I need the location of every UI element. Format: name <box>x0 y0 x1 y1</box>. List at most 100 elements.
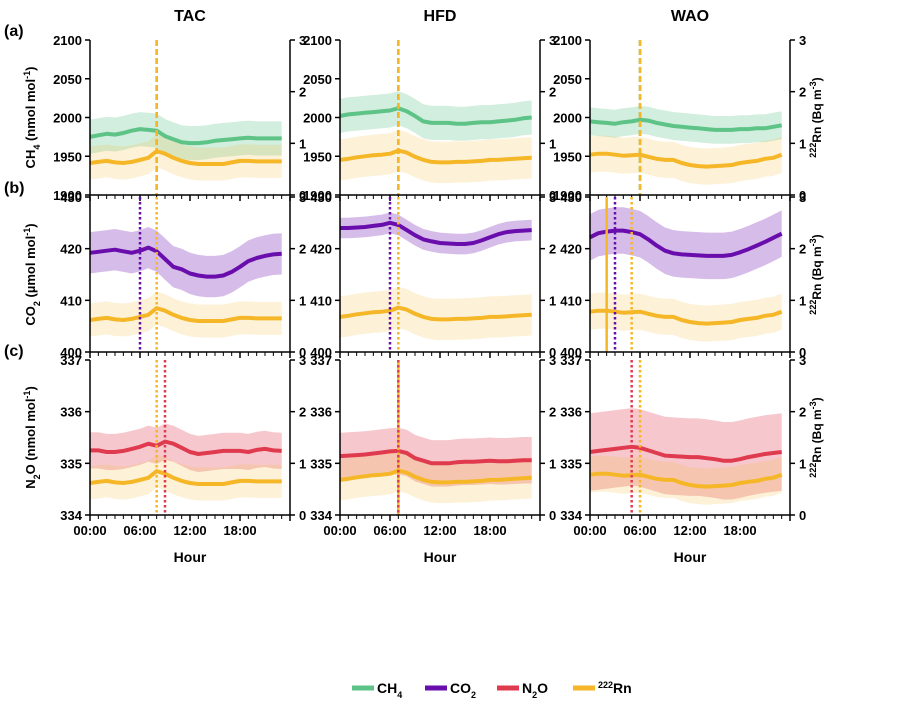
right-tick-label: 1 <box>299 293 306 308</box>
right-tick-label: 2 <box>299 405 306 420</box>
line-rn <box>339 148 532 165</box>
right-tick-label: 2 <box>799 85 806 100</box>
right-tick-label: 1 <box>299 456 306 471</box>
right-tick-label: 1 <box>799 136 806 151</box>
x-tick-label: 12:00 <box>673 523 706 538</box>
band-rn <box>590 455 782 505</box>
x-tick-label: 00:00 <box>323 523 356 538</box>
x-tick-label: 12:00 <box>173 523 206 538</box>
right-tick-label: 0 <box>299 508 306 523</box>
left-tick-label: 334 <box>310 508 332 523</box>
x-tick-label: 06:00 <box>623 523 656 538</box>
right-tick-label: 3 <box>299 33 306 48</box>
legend-label-rn: 222Rn <box>598 680 632 696</box>
line-rn <box>89 149 282 166</box>
y-axis-title-b: CO2 (µmol mol-1) <box>22 223 42 325</box>
line-n2o <box>339 448 532 466</box>
line-ch4 <box>339 106 532 126</box>
left-tick-label: 400 <box>60 345 82 360</box>
right-tick-label: 2 <box>549 85 556 100</box>
left-tick-label: 2050 <box>553 72 582 87</box>
x-tick-label: 18:00 <box>473 523 506 538</box>
x-tick-label: 18:00 <box>223 523 256 538</box>
panel-c-hfd: 334 335 336 337 0 1 2 3 00:00 06:00 12:00 18:00 Hour <box>310 353 556 565</box>
right-tick-label: 0 <box>799 188 806 203</box>
band-rn <box>90 134 282 181</box>
panel-b-tac: 400 410 420 430 0 1 2 3 <box>60 190 306 360</box>
x-axis-title: Hour <box>674 549 707 565</box>
left-tick-label: 400 <box>560 345 582 360</box>
right-tick-label: 1 <box>549 456 556 471</box>
band-rn <box>340 449 532 504</box>
panel-a-tac: 1900 1950 2000 2050 2100 0 1 2 3 <box>53 33 306 203</box>
band-rn <box>340 286 532 341</box>
legend-label-n2o: N2O <box>522 680 548 700</box>
left-tick-label: 400 <box>310 345 332 360</box>
band-ch4 <box>340 91 532 141</box>
x-tick-label: 06:00 <box>373 523 406 538</box>
right-tick-label: 2 <box>799 405 806 420</box>
left-tick-label: 2050 <box>303 72 332 87</box>
left-tick-label: 410 <box>560 293 582 308</box>
line-rn <box>89 469 282 486</box>
right-tick-label: 0 <box>299 345 306 360</box>
left-tick-label: 1950 <box>553 149 582 164</box>
line-rn <box>589 151 783 169</box>
column-title-tac: TAC <box>174 8 206 25</box>
band-rn <box>90 454 282 501</box>
right-tick-label: 2 <box>299 242 306 257</box>
right-tick-label: 0 <box>799 508 806 523</box>
line-ch4 <box>89 127 282 146</box>
row-label-b: (b) <box>4 180 24 197</box>
line-rn <box>339 305 532 322</box>
right-tick-label: 0 <box>299 188 306 203</box>
band-n2o <box>340 427 532 487</box>
panel-c-tac: 334 335 336 337 0 1 2 3 00:00 06:00 12:00 18:00 Hour <box>60 353 306 565</box>
line-n2o <box>589 444 782 463</box>
right-tick-label: 1 <box>549 136 556 151</box>
right-tick-label: 3 <box>799 190 806 205</box>
left-tick-label: 410 <box>60 293 82 308</box>
x-tick-label: 00:00 <box>573 523 606 538</box>
right-tick-label: 3 <box>799 353 806 368</box>
left-tick-label: 335 <box>560 456 582 471</box>
band-co2 <box>590 207 782 280</box>
x-tick-label: 12:00 <box>423 523 456 538</box>
left-tick-label: 337 <box>560 353 582 368</box>
panel-a-hfd: 1900 1950 2000 2050 2100 0 1 2 3 <box>303 33 556 203</box>
panel-a-wao: 1900 1950 2000 2050 2100 0 1 2 3 <box>553 33 806 203</box>
y-axis-title-a: CH4 (nmol mol-1) <box>22 67 42 169</box>
left-tick-label: 1900 <box>303 188 332 203</box>
right-tick-label: 2 <box>549 242 556 257</box>
column-title-wao: WAO <box>671 8 709 25</box>
line-rn <box>339 468 532 485</box>
left-tick-label: 2100 <box>53 33 82 48</box>
left-tick-label: 410 <box>310 293 332 308</box>
line-co2 <box>589 228 783 258</box>
band-rn <box>90 291 282 338</box>
right-tick-label: 3 <box>549 353 556 368</box>
line-co2 <box>340 220 532 246</box>
x-axis-title: Hour <box>174 549 207 565</box>
right-tick-label: 1 <box>799 456 806 471</box>
left-tick-label: 430 <box>60 190 82 205</box>
left-tick-label: 334 <box>560 508 582 523</box>
right-tick-label: 3 <box>799 33 806 48</box>
row-label-c: (c) <box>4 343 24 360</box>
y2-axis-title-c: 222Rn (Bq m-3) <box>808 397 824 477</box>
left-tick-label: 2000 <box>303 111 332 126</box>
right-tick-label: 2 <box>799 242 806 257</box>
legend-label-co2: CO2 <box>450 680 476 700</box>
left-tick-label: 420 <box>310 242 332 257</box>
right-tick-label: 0 <box>549 188 556 203</box>
x-tick-label: 06:00 <box>123 523 156 538</box>
left-tick-label: 2000 <box>53 111 82 126</box>
band-ch4 <box>590 105 782 144</box>
band-rn <box>590 135 782 185</box>
panel-b-wao: 400 410 420 430 0 1 2 3 <box>560 190 806 360</box>
left-tick-label: 335 <box>310 456 332 471</box>
legend: CH4 CO2 N2O 222Rn <box>352 680 632 700</box>
left-tick-label: 1950 <box>303 149 332 164</box>
band-rn <box>590 292 782 342</box>
